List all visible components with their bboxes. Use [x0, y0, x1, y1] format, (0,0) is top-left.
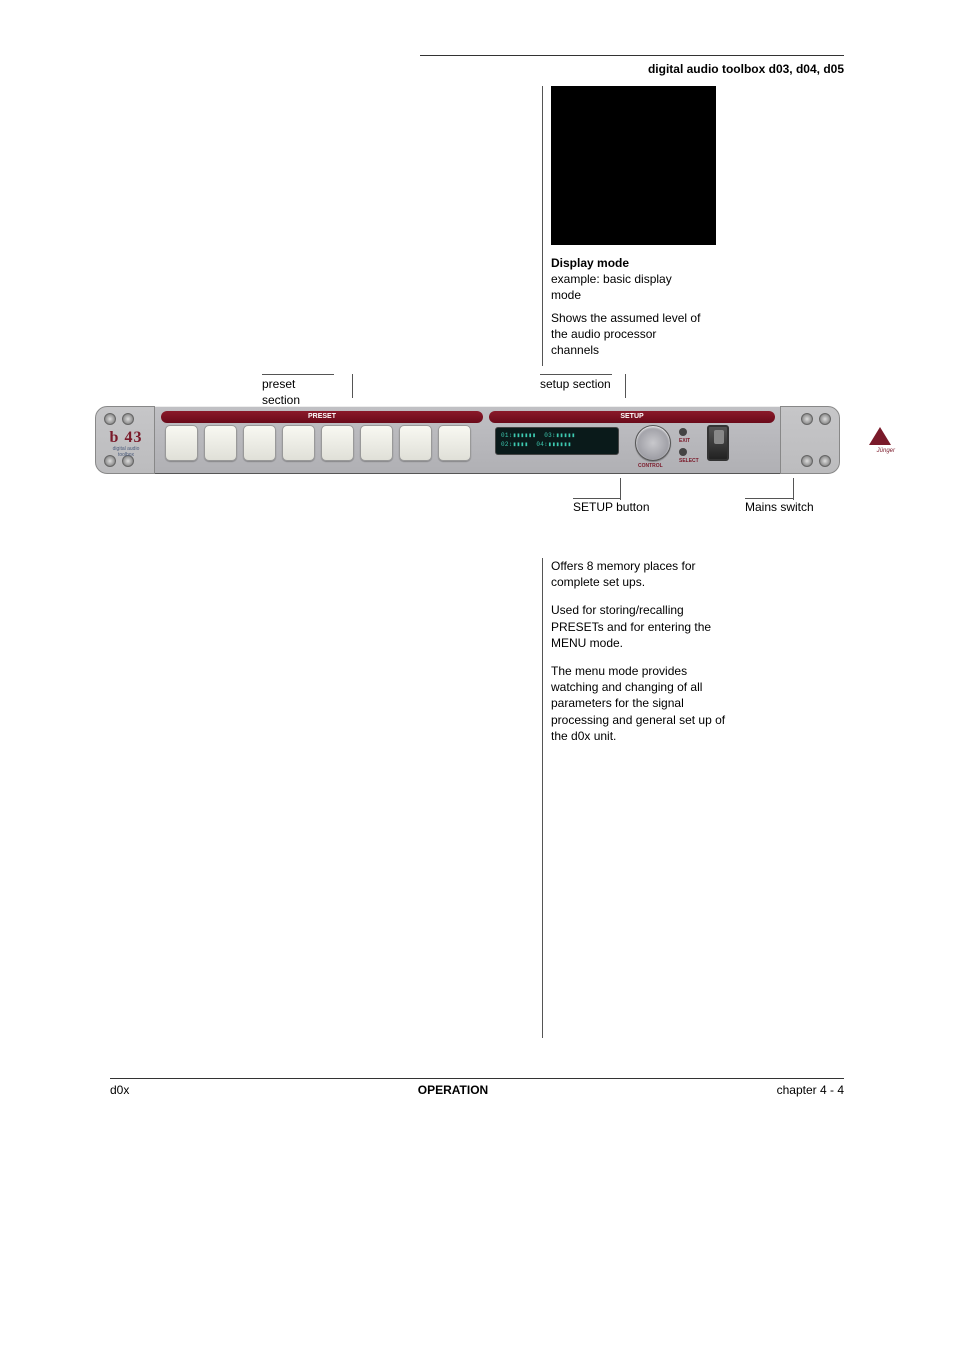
junger-logo-text: Jünger [877, 448, 895, 454]
callout-line: example: basic display [551, 271, 706, 287]
screw-icon [801, 413, 813, 425]
callout-desc: Shows the assumed level of the audio pro… [551, 310, 706, 359]
exit-label: EXIT [679, 438, 699, 444]
label-setup-button: SETUP button [573, 500, 650, 516]
lcd-cell: 04↕▮▮▮▮▮▮ [536, 440, 571, 449]
lcd-cell: 01↕▮▮▮▮▮▮ [501, 431, 536, 440]
preset-button[interactable] [438, 425, 471, 461]
footer-right: chapter 4 - 4 [777, 1083, 844, 1097]
callout-line: mode [551, 287, 706, 303]
lcd-display: 01↕▮▮▮▮▮▮ 03↕▮▮▮▮▮ 02↕▮▮▮▮ 04↕▮▮▮▮▮▮ [495, 427, 619, 455]
footer-rule [110, 1078, 844, 1079]
preset-buttons-group [165, 425, 471, 461]
screw-icon [104, 413, 116, 425]
junger-logo-icon [869, 427, 891, 445]
screw-icon [122, 413, 134, 425]
preset-button[interactable] [243, 425, 276, 461]
setup-bar: SETUP [489, 411, 775, 423]
preset-bar: PRESET [161, 411, 483, 423]
screw-icon [819, 455, 831, 467]
preset-button[interactable] [360, 425, 393, 461]
rack-ear-left: b 43 digital audio toolbox [95, 406, 155, 474]
label-setup-section: setup section [540, 374, 612, 393]
preset-button[interactable] [321, 425, 354, 461]
footer-left: d0x [110, 1083, 129, 1097]
device-front-panel: b 43 digital audio toolbox PRESET SETUP … [95, 406, 840, 474]
setup-description: Used for storing/recalling PRESETs and f… [551, 602, 731, 651]
doc-title: digital audio toolbox d03, d04, d05 [648, 62, 844, 76]
device-model: b 43 [106, 429, 146, 447]
callout-line: Display mode [551, 255, 706, 271]
exit-button[interactable] [679, 428, 687, 436]
control-knob[interactable] [635, 425, 671, 461]
preset-button[interactable] [204, 425, 237, 461]
mains-switch[interactable] [707, 425, 729, 461]
preset-button[interactable] [165, 425, 198, 461]
label-mains-switch: Mains switch [745, 500, 814, 516]
faceplate: PRESET SETUP 01↕▮▮▮▮▮▮ 03↕▮▮▮▮▮ 02↕▮▮▮▮ [155, 406, 780, 474]
leader-line [793, 478, 794, 500]
header-rule [420, 55, 844, 56]
control-label: CONTROL [638, 463, 663, 469]
screw-icon [819, 413, 831, 425]
lcd-cell: 02↕▮▮▮▮ [501, 440, 528, 449]
callout-leader-line [542, 558, 543, 1038]
label-preset-section: preset section [262, 374, 334, 408]
device-subtitle: toolbox [106, 453, 146, 459]
menu-description: The menu mode provides watching and chan… [551, 663, 731, 744]
rack-ear-right: Jünger [780, 406, 840, 474]
leader-line [620, 478, 621, 500]
footer-mid: OPERATION [418, 1083, 488, 1097]
preset-description: Offers 8 memory places for complete set … [551, 558, 731, 590]
lcd-cell: 03↕▮▮▮▮▮ [544, 431, 575, 440]
select-button[interactable] [679, 448, 687, 456]
callout-leader-line [542, 86, 543, 366]
preset-button[interactable] [282, 425, 315, 461]
preset-button[interactable] [399, 425, 432, 461]
display-mode-thumbnail [551, 86, 716, 245]
screw-icon [801, 455, 813, 467]
select-label: SELECT [679, 458, 699, 464]
